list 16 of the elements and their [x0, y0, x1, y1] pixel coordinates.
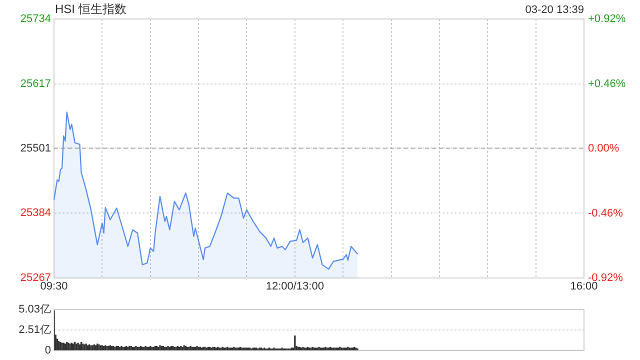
y-tick-label: 25384	[20, 207, 51, 220]
x-tick-label: 12:00/13:00	[266, 280, 324, 293]
text: 03-20 13:39	[525, 4, 584, 16]
y2-tick-label: +0.92%	[588, 13, 626, 26]
y-tick-label: 25501	[20, 142, 51, 154]
y-tick-label: 25617	[20, 78, 51, 90]
y-tick-label: 5.03亿	[18, 304, 51, 316]
x-tick-label: 09:30	[40, 280, 68, 293]
y2-tick-label: -0.46%	[588, 207, 624, 220]
y-tick-label: 25734	[20, 13, 51, 26]
y-tick-label: 0	[44, 344, 51, 356]
y2-tick-label: 0.00%	[588, 142, 620, 155]
y-tick-label: 2.51亿	[18, 324, 51, 336]
x-tick-label: 16:00	[570, 280, 598, 293]
chart-title: HSI 恒生指数	[55, 2, 126, 16]
y2-tick-label: +0.46%	[588, 78, 626, 90]
